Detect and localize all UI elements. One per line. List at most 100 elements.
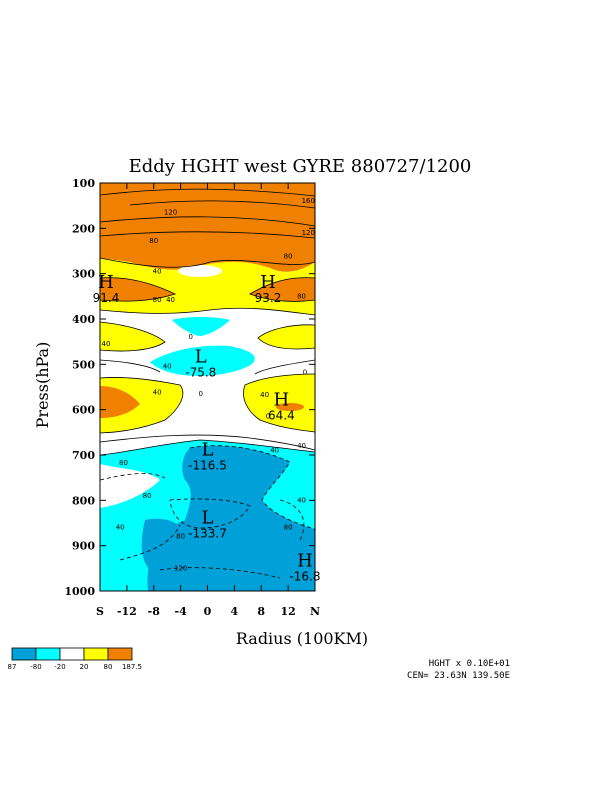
x-tick-label: -12 <box>117 605 137 618</box>
colorbar-label: -80 <box>30 663 41 671</box>
y-tick-label: 500 <box>72 358 95 371</box>
fill-cyan-center-500 <box>150 345 255 376</box>
contour-line <box>100 307 315 316</box>
contour-line <box>100 473 166 481</box>
colorbar-label: 87 <box>8 663 17 671</box>
contour-label: 0 <box>188 333 192 341</box>
contour-label: 40 <box>297 496 306 504</box>
extremum-value: 91.4 <box>93 291 120 305</box>
fill-blue-left-lower <box>141 518 178 570</box>
x-tick-label: 8 <box>257 605 265 618</box>
extremum-letter: L <box>202 440 214 461</box>
y-tick-label: 300 <box>72 268 95 281</box>
extremum-value: -116.5 <box>188 459 227 473</box>
y-tick-label: 1000 <box>64 585 95 598</box>
contour-label-group: 120 80 40 80 160 120 80 80 40 40 40 40 0 0 0 40 0 40 40 80 8… <box>102 197 315 572</box>
contour-label: 120 <box>302 229 315 237</box>
contour-lines <box>100 188 315 579</box>
contour-label: 80 <box>284 252 293 260</box>
contour-label: 80 <box>297 292 306 300</box>
contour-label: 0 <box>266 412 270 420</box>
y-tick-label: 400 <box>72 313 95 326</box>
contour-label: 80 <box>153 296 162 304</box>
contour-label: 40 <box>102 340 111 348</box>
y-tick-label: 200 <box>72 222 95 235</box>
fill-yellow-left-450 <box>100 322 165 352</box>
y-tick-label: 800 <box>72 494 95 507</box>
contour-label: 120 <box>164 208 177 216</box>
contour-line <box>100 359 161 373</box>
y-tick-label: 600 <box>72 404 95 417</box>
contour-line <box>100 216 315 227</box>
contour-line <box>119 524 181 561</box>
colorbar-label: 187.5 <box>122 663 142 671</box>
contour-label: 40 <box>163 363 172 371</box>
contour-label: 80 <box>143 492 152 500</box>
extremum-value: 64.4 <box>268 409 295 423</box>
fill-orange-right-600 <box>276 403 304 411</box>
contour-label: 0 <box>199 390 203 398</box>
y-tick-label: 100 <box>72 177 95 190</box>
colorbar-label: -20 <box>54 663 65 671</box>
contour-label: 80 <box>176 533 185 541</box>
extremum-letter: L <box>202 508 214 529</box>
x-tick-label: 12 <box>280 605 295 618</box>
x-tick-label: 0 <box>204 605 212 618</box>
contour-label: 120 <box>174 564 187 572</box>
extremum-value: 93.2 <box>255 291 282 305</box>
x-tick-label: -4 <box>175 605 188 618</box>
x-axis-label: Radius (100KM) <box>236 629 368 648</box>
contour-label: 80 <box>149 237 158 245</box>
extremum-letter: H <box>260 272 276 293</box>
contour-line <box>189 445 315 530</box>
fill-cyan-center-400 <box>172 317 230 336</box>
contour-label: 40 <box>153 267 162 275</box>
extremum-letter: H <box>274 390 290 411</box>
contour-label: 40 <box>166 296 175 304</box>
contour-line <box>100 277 177 302</box>
extremum-value: -133.7 <box>188 527 227 541</box>
colorbar-swatch <box>59 647 85 661</box>
contour-label: 40 <box>153 388 162 396</box>
contour-line <box>254 359 315 375</box>
colorbar-swatch <box>107 647 133 661</box>
contour-line <box>243 373 315 433</box>
contour-line <box>100 321 166 352</box>
contour-line <box>159 567 281 579</box>
contour-line <box>249 277 315 302</box>
fill-yellow-right-450 <box>258 324 315 349</box>
y-axis-label: Press(hPa) <box>33 342 52 429</box>
fill-orange-left-600 <box>100 386 140 418</box>
x-tick-label: S <box>96 605 104 618</box>
x-tick-label: -8 <box>148 605 161 618</box>
contour-line <box>100 434 315 451</box>
contour-label: 40 <box>297 442 306 450</box>
contour-label: 0 <box>303 368 307 376</box>
x-tick-label: 4 <box>231 605 239 618</box>
contour-line <box>100 188 315 197</box>
contour-label: 160 <box>302 197 315 205</box>
extremum-letter: L <box>195 347 207 368</box>
fill-white-oval-upper <box>178 265 222 277</box>
footnote-scale: HGHT x 0.10E+01 <box>429 659 510 669</box>
contour-line <box>100 257 315 268</box>
fill-orange-top <box>100 183 315 272</box>
colorbar: 87 -80 -20 20 80 187.5 <box>8 647 142 671</box>
fill-yellow-upper <box>100 258 315 315</box>
y-tick-label: 700 <box>72 449 95 462</box>
contour-line <box>129 200 315 209</box>
extremum-letter: H <box>98 272 114 293</box>
contour-label: 80 <box>284 524 293 532</box>
x-tick-label: N <box>310 605 320 618</box>
colorbar-swatch <box>83 647 109 661</box>
x-axis-ticks: S -12 -8 -4 0 4 8 12 N <box>96 183 320 618</box>
contour-label: 40 <box>116 524 125 532</box>
fill-orange-right-upper <box>250 277 315 302</box>
y-tick-label: 900 <box>72 540 95 553</box>
contour-label: 40 <box>270 446 279 454</box>
contour-fills <box>100 183 315 591</box>
contour-line <box>100 231 315 239</box>
extremum-value: -75.8 <box>185 366 216 380</box>
